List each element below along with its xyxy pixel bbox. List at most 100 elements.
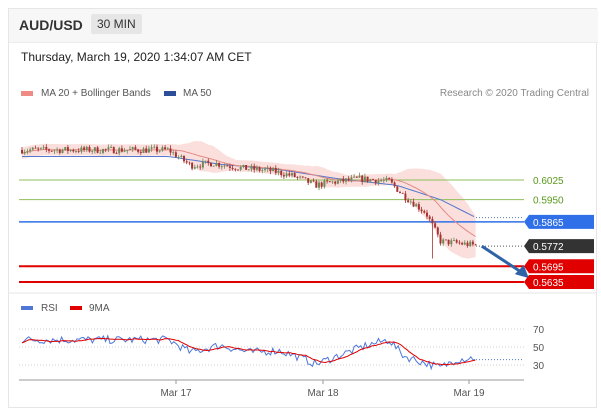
candle [23,149,26,155]
candle [291,172,293,178]
rsi-tick-label: 70 [533,325,545,336]
candle [77,148,80,154]
candle [450,238,453,247]
candle [21,147,23,155]
candle [166,147,169,150]
candle [431,216,434,259]
candle [453,237,455,241]
candle [245,164,248,170]
chart-datetime: Thursday, March 19, 2020 1:34:07 AM CET [21,50,252,64]
candle [345,178,347,185]
candle [196,164,199,169]
candle [250,163,253,172]
candle [369,178,372,183]
candle [471,239,474,247]
candle [385,175,388,182]
candle [253,163,256,173]
candle [174,150,177,158]
candle [161,145,164,152]
candle [234,168,237,172]
ma50-line [22,156,475,218]
candle [326,178,329,184]
candle [339,178,342,183]
candle [401,192,404,194]
candle [350,174,353,183]
candle [169,145,172,156]
candle [48,148,50,154]
rsi-ma9-line [21,337,476,366]
candle [272,166,275,172]
timeframe-button[interactable]: 30 MIN [91,14,142,34]
candle [112,146,115,154]
candle [212,165,215,167]
candle [199,164,202,170]
candle [269,166,272,175]
resistance-label: 0.6025 [533,176,564,187]
candle [366,176,369,183]
candle [239,165,242,172]
candle [469,239,472,247]
candle [439,231,442,246]
candle [393,181,396,188]
candle [323,178,326,189]
credit-text: Research © 2020 Trading Central [440,88,589,99]
candle [204,160,207,164]
candle [115,151,118,155]
candle [296,176,299,180]
forecast-arrow-head [514,265,529,279]
candle [80,145,83,154]
candle [380,178,383,182]
candle [188,161,191,166]
candle [126,149,129,154]
candle [153,144,156,149]
bollinger-band [22,141,476,259]
last-price-label: 0.5772 [533,242,564,253]
candle [293,171,296,178]
candle [417,201,420,212]
candle [83,145,86,152]
candle [342,176,345,184]
candle [242,164,245,169]
candle [399,190,401,194]
candle [409,198,412,205]
candle [69,149,72,153]
candle [129,146,131,151]
ma20-legend-swatch [21,91,33,96]
chart-header: AUD/USD 30 MIN [9,9,598,43]
candle [85,145,88,153]
candle [223,163,226,169]
candle [93,147,96,154]
candle [436,226,439,238]
candle [139,149,142,156]
candle [215,159,218,167]
candle [183,155,185,164]
candle [304,177,307,179]
candle [336,178,339,185]
levels-group: 0.6025 0.5950 0.5865 0.5772 0.5695 0.5635 [524,176,594,289]
candle [26,148,29,155]
candle [382,177,385,183]
candle [423,209,426,214]
candle [177,155,180,160]
candle [266,165,269,173]
candle [172,149,175,156]
candle [31,147,34,151]
candle [412,198,415,208]
price-area [19,141,529,283]
candle [53,149,56,155]
candle [261,168,264,174]
candle [247,169,250,171]
candle [107,144,110,153]
candle [474,243,477,246]
candle [39,147,42,151]
last-price-tag: 0.5772 [524,239,594,254]
candle [102,148,104,155]
candle [301,176,304,179]
candle [358,172,361,178]
candle [201,158,204,170]
candle [461,241,464,246]
candle [142,146,145,154]
candle [353,173,356,178]
rsi-area: 70 50 30 [19,325,545,372]
candle [156,144,158,155]
